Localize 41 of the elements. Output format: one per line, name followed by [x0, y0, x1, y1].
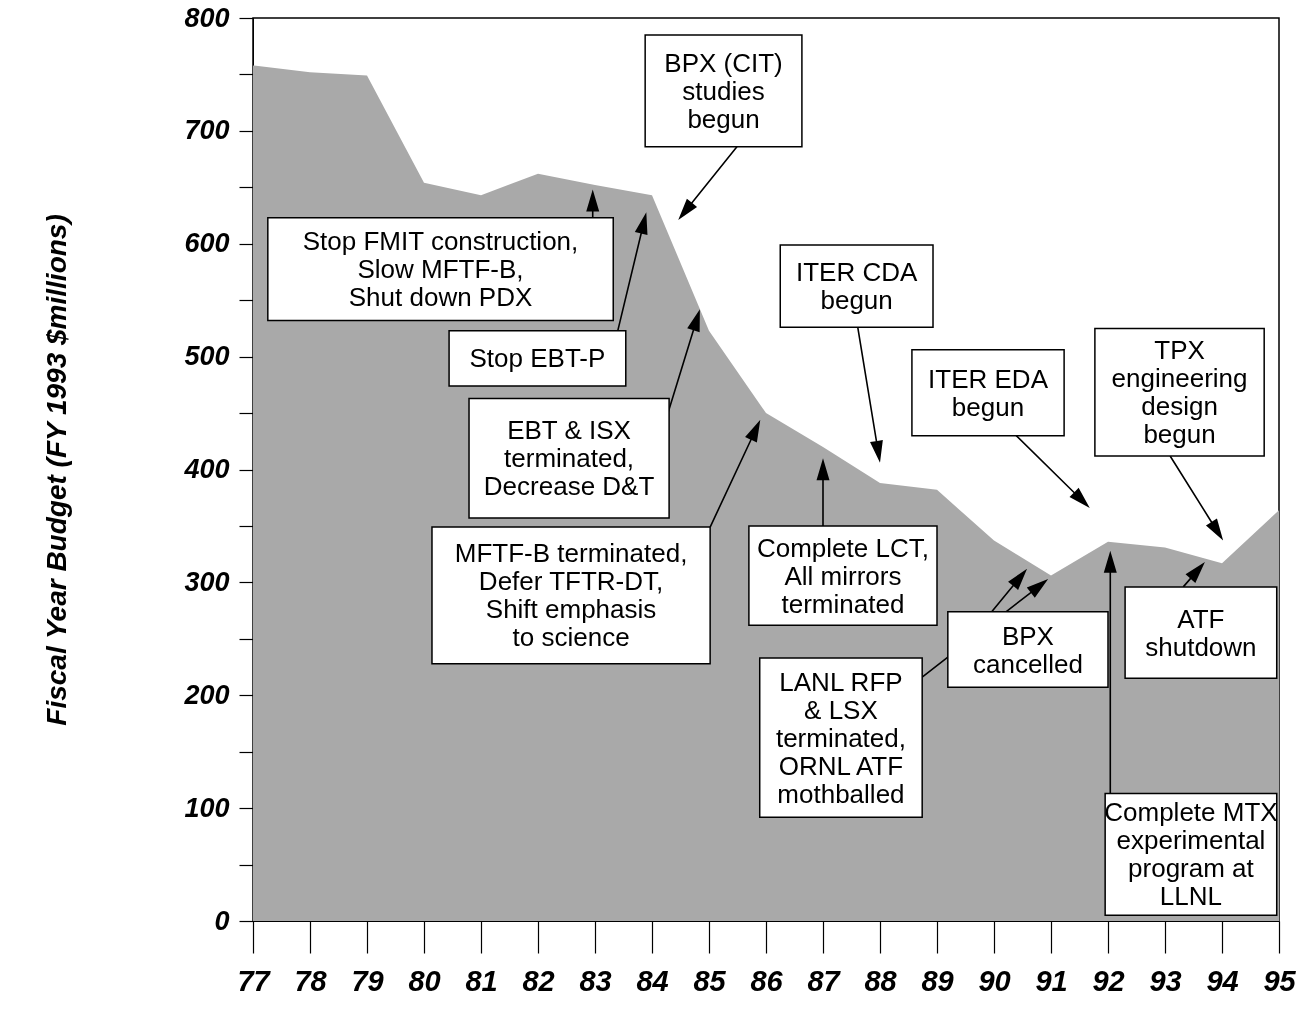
x-tick-label: 83 — [579, 964, 612, 997]
annotation: Stop FMIT construction, Slow MFTF-B, Shut down PDX — [302, 226, 579, 313]
y-tick-label: 600 — [184, 228, 230, 259]
annotation: LANL RFP & LSX terminated, ORNL ATF mothballed — [775, 666, 906, 809]
x-tick-label: 92 — [1092, 964, 1125, 997]
x-tick-label: 87 — [807, 964, 842, 997]
y-tick-label: 800 — [184, 2, 230, 33]
y-tick-label: 200 — [183, 679, 230, 710]
x-tick-label: 81 — [465, 964, 498, 997]
x-tick-label: 82 — [522, 964, 555, 997]
x-tick-label: 90 — [978, 964, 1011, 997]
annotation: ITER CDA begun — [795, 257, 918, 316]
x-tick-label: 94 — [1206, 964, 1239, 997]
x-tick-label: 95 — [1263, 964, 1296, 997]
y-tick-label: 500 — [184, 341, 230, 372]
x-tick-label: 91 — [1035, 964, 1068, 997]
annotation: ITER EDA begun — [928, 363, 1049, 422]
x-tick-label: 89 — [921, 964, 954, 997]
annotation: MFTF-B terminated, Defer TFTR-DT, Shift emphasis to science — [454, 538, 688, 653]
x-tick-label: 78 — [294, 964, 328, 997]
x-tick-label: 86 — [750, 964, 784, 997]
x-tick-label: 93 — [1149, 964, 1182, 997]
y-tick-label: 400 — [183, 454, 230, 484]
annotation: BPX (CIT) studies begun — [664, 47, 783, 134]
y-axis-title: Fiscal Year Budget (FY 1993 $millions) — [41, 214, 73, 726]
y-tick-label: 100 — [184, 792, 230, 823]
annotation: BPX cancelled — [972, 620, 1083, 679]
annotation: TPX engineering design begun — [1111, 335, 1248, 450]
x-tick-label: 84 — [636, 964, 669, 997]
annotation: ATF shutdown — [1145, 603, 1257, 662]
y-tick-label: 700 — [184, 115, 230, 146]
annotation: EBT & ISX terminated, Decrease D&T — [483, 415, 655, 502]
y-tick-label: 300 — [184, 566, 230, 597]
y-tick-label: 0 — [214, 905, 230, 936]
x-tick-label: 79 — [351, 964, 384, 997]
x-tick-label: 85 — [693, 964, 727, 997]
annotation: Stop EBT-P — [469, 343, 606, 374]
x-tick-label: 88 — [864, 964, 898, 997]
x-tick-label: 80 — [408, 964, 441, 997]
x-tick-label: 77 — [237, 964, 272, 997]
annotation: Complete LCT, All mirrors terminated — [756, 532, 929, 619]
